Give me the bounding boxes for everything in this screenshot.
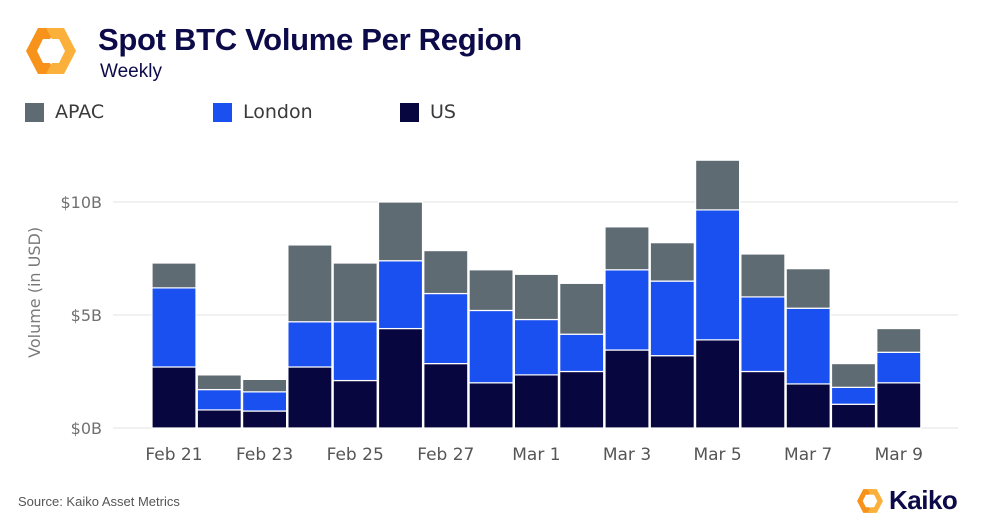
bar-apac [694, 159, 741, 211]
bar-london [468, 309, 514, 384]
bar-us [513, 374, 560, 429]
bar-us [423, 362, 469, 429]
legend-label-us: US [430, 101, 456, 123]
bar-us [694, 339, 741, 429]
brand-logo: Kaiko [855, 485, 958, 516]
x-tick-label: Mar 3 [603, 445, 651, 465]
bar-us [559, 370, 605, 429]
bar-us [468, 382, 514, 429]
bar-london [151, 287, 197, 368]
bar-apac [513, 273, 560, 321]
bar-apac [604, 226, 650, 271]
bar-us [604, 349, 650, 429]
bar-us [785, 383, 831, 429]
source-note: Source: Kaiko Asset Metrics [18, 494, 180, 509]
bar-us [242, 410, 288, 429]
bar-london [604, 269, 650, 351]
x-tick-label: Mar 7 [784, 445, 832, 465]
x-tick-label: Mar 5 [693, 445, 741, 465]
bar-london [740, 296, 786, 373]
bar-apac [151, 262, 197, 289]
bar-london [785, 307, 831, 385]
bar-us [287, 366, 333, 429]
bar-apac [332, 262, 378, 323]
bar-apac [377, 201, 424, 262]
x-tick-label: Feb 23 [236, 445, 293, 465]
bar-london [830, 386, 877, 405]
bar-london [332, 321, 378, 382]
x-tick-label: Feb 27 [417, 445, 474, 465]
bar-apac [649, 242, 695, 282]
bar-apac [559, 282, 605, 335]
y-tick-label: $0B [71, 419, 102, 438]
legend-item-apac: APAC [25, 101, 104, 123]
legend-swatch-apac [25, 102, 44, 122]
bar-london [423, 292, 469, 365]
bar-apac [287, 244, 333, 323]
legend-label-london: London [243, 101, 313, 123]
x-tick-label: Feb 21 [145, 445, 202, 465]
bar-london [876, 351, 922, 384]
y-tick-label: $10B [60, 193, 102, 212]
bar-us [151, 366, 197, 429]
bar-us [196, 409, 242, 429]
x-tick-label: Feb 25 [327, 445, 384, 465]
bar-us [377, 327, 424, 429]
y-axis-title: Volume (in USD) [25, 227, 44, 358]
bar-apac [785, 268, 831, 309]
bar-apac [830, 362, 877, 388]
bar-london [694, 209, 741, 341]
bar-apac [196, 374, 242, 391]
bar-london [377, 260, 424, 330]
bar-london [513, 318, 560, 376]
bar-us [649, 355, 695, 429]
y-tick-label: $5B [71, 306, 102, 325]
bar-apac [876, 327, 922, 353]
bar-apac [740, 253, 786, 298]
legend-label-apac: APAC [55, 101, 105, 123]
legend-swatch-us [400, 102, 419, 122]
brand-name: Kaiko [889, 485, 958, 515]
bar-us [876, 382, 922, 429]
bar-us [830, 403, 877, 429]
bar-us [332, 379, 378, 429]
page-title: Spot BTC Volume Per Region [98, 22, 522, 57]
bar-london [287, 321, 333, 368]
bar-london [649, 280, 695, 357]
bar-london [242, 391, 288, 412]
x-tick-label: Mar 1 [512, 445, 560, 465]
legend-swatch-london [213, 102, 232, 122]
x-tick-label: Mar 9 [875, 445, 923, 465]
legend-item-london: London [213, 101, 313, 123]
kaiko-brand-icon [857, 488, 883, 513]
bar-apac [423, 249, 469, 295]
kaiko-logo-icon [26, 28, 76, 74]
bar-apac [242, 378, 288, 393]
bar-us [740, 370, 786, 429]
page-subtitle: Weekly [100, 61, 162, 82]
bar-london [559, 333, 605, 373]
bar-apac [468, 269, 514, 312]
legend-item-us: US [400, 101, 456, 123]
bar-london [196, 388, 242, 411]
